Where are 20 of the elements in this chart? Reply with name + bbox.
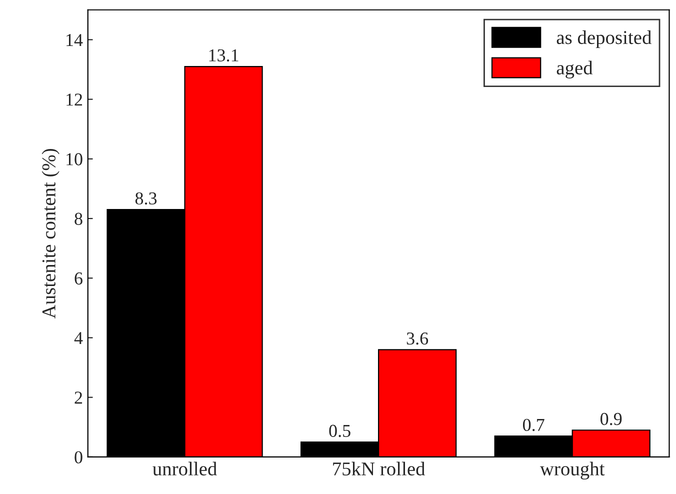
x-tick-label: wrought: [540, 462, 605, 480]
x-tick-label: 75kN rolled: [333, 462, 426, 476]
x-tick-label: unrolled: [152, 462, 217, 476]
y-tick-label: 12: [66, 94, 82, 106]
data-label: 0.7: [522, 418, 544, 432]
y-tick-label: 10: [66, 153, 82, 166]
y-tick-label: 8: [74, 212, 82, 225]
data-label: 8.3: [135, 192, 157, 205]
y-tick-label: 4: [74, 332, 83, 344]
y-tick-label: 14: [66, 34, 83, 46]
data-label: 0.5: [329, 424, 350, 438]
data-label: 0.9: [600, 412, 622, 426]
legend-label: as deposited: [556, 30, 652, 48]
legend-label: aged: [556, 60, 593, 78]
y-tick-label: 0: [74, 451, 82, 464]
data-label: 3.6: [406, 332, 428, 345]
y-axis-title: Austenite content (%): [42, 148, 60, 319]
y-tick-label: 2: [74, 392, 82, 404]
y-tick-label: 6: [74, 272, 82, 285]
data-label: 13.1: [209, 49, 238, 62]
